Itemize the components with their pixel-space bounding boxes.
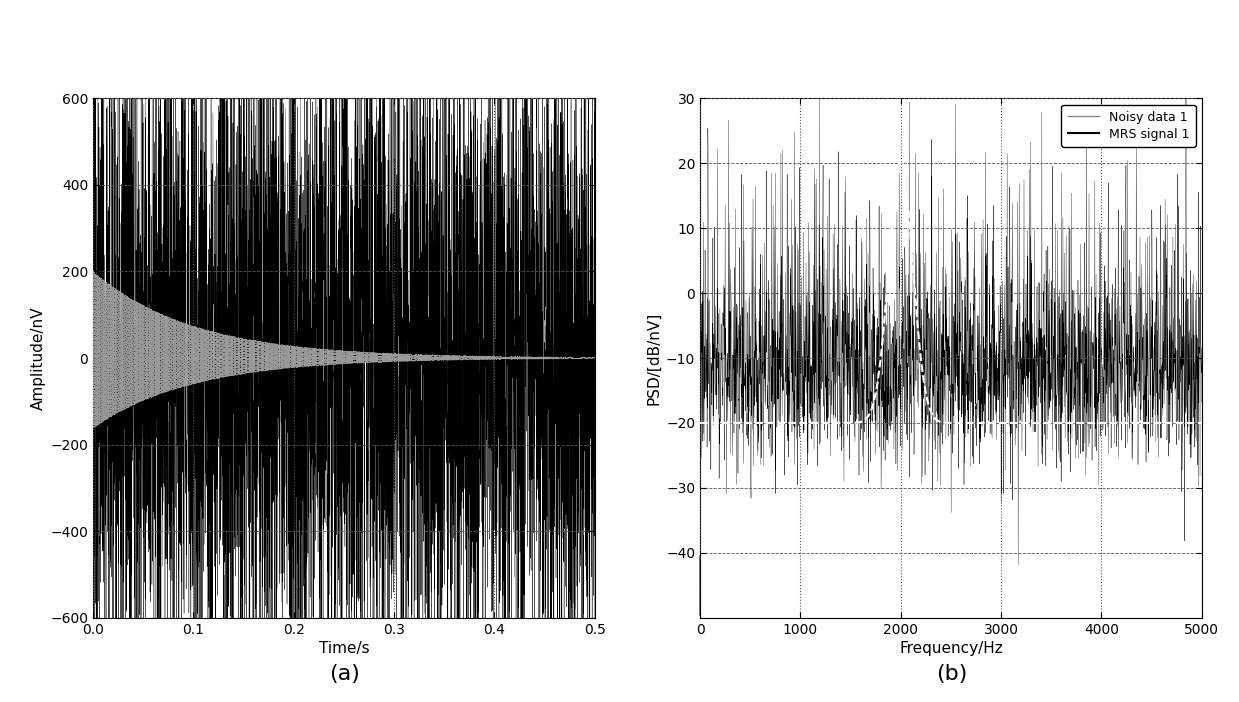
Y-axis label: PSD/[dB/nV]: PSD/[dB/nV] — [647, 312, 662, 404]
MRS signal 1 — [1194, 418, 1209, 427]
MRS signal 1 — [790, 418, 805, 427]
MRS signal 1 — [740, 418, 755, 427]
Noisy data 1 — [840, 362, 855, 370]
Noisy data 1 — [790, 246, 805, 254]
Line: MRS signal 1: MRS signal 1 — [700, 163, 1202, 423]
MRS signal 1 — [952, 418, 966, 427]
MRS signal 1 — [893, 159, 908, 167]
MRS signal 1 — [840, 418, 855, 427]
MRS signal 1 — [789, 418, 804, 427]
MRS signal 1 — [711, 418, 726, 427]
Line: Noisy data 1: Noisy data 1 — [700, 98, 1202, 565]
Text: (b): (b) — [935, 665, 968, 684]
X-axis label: Time/s: Time/s — [318, 641, 369, 656]
Noisy data 1 — [740, 350, 755, 359]
Noisy data 1 — [711, 349, 726, 357]
X-axis label: Frequency/Hz: Frequency/Hz — [900, 641, 1002, 656]
Noisy data 1 — [1194, 398, 1209, 406]
Legend: Noisy data 1, MRS signal 1: Noisy data 1, MRS signal 1 — [1062, 105, 1196, 147]
Text: (a): (a) — [330, 665, 359, 684]
Noisy data 1 — [693, 266, 707, 274]
Noisy data 1 — [789, 435, 804, 443]
MRS signal 1 — [693, 418, 707, 427]
Noisy data 1 — [813, 94, 828, 102]
Noisy data 1 — [952, 392, 966, 400]
Noisy data 1 — [1011, 561, 1026, 569]
Y-axis label: Amplitude/nV: Amplitude/nV — [31, 306, 46, 410]
